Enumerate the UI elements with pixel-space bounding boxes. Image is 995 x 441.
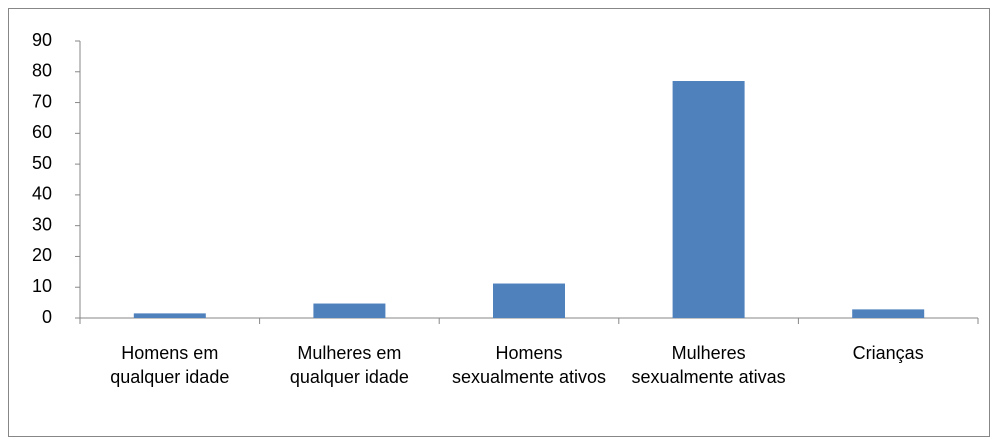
y-tick-label: 90: [32, 30, 52, 50]
x-tick-label: Mulheres em qualquer idade: [289, 343, 409, 387]
y-tick-label: 70: [32, 91, 52, 111]
x-tick-label: Mulheres sexualmente ativas: [631, 343, 786, 387]
y-tick-label: 30: [32, 214, 52, 234]
x-tick-label: Homens em qualquer idade: [110, 343, 230, 387]
bar: [313, 303, 386, 318]
bar: [133, 313, 206, 318]
y-tick-label: 20: [32, 245, 52, 265]
y-tick-label: 80: [32, 61, 52, 81]
x-tick-label: Homens sexualmente ativos: [451, 343, 607, 387]
y-tick-label: 50: [32, 153, 52, 173]
y-tick-label: 60: [32, 122, 52, 142]
chart-border: [8, 8, 990, 437]
x-tick-label: Crianças: [852, 343, 924, 363]
y-tick-label: 40: [32, 184, 52, 204]
y-tick-label: 10: [32, 276, 52, 296]
bar: [493, 283, 565, 318]
bar: [672, 81, 745, 318]
bar: [852, 309, 925, 318]
y-tick-label: 0: [42, 307, 52, 327]
